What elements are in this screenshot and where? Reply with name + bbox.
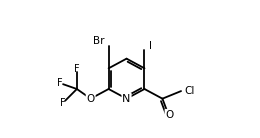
Text: O: O <box>165 110 173 120</box>
Text: O: O <box>87 94 95 104</box>
Text: I: I <box>149 41 152 51</box>
Text: F: F <box>60 99 65 108</box>
Text: Cl: Cl <box>185 86 195 96</box>
Text: F: F <box>57 78 62 88</box>
Text: N: N <box>122 94 131 104</box>
Text: F: F <box>74 64 80 74</box>
Text: Br: Br <box>93 36 105 46</box>
